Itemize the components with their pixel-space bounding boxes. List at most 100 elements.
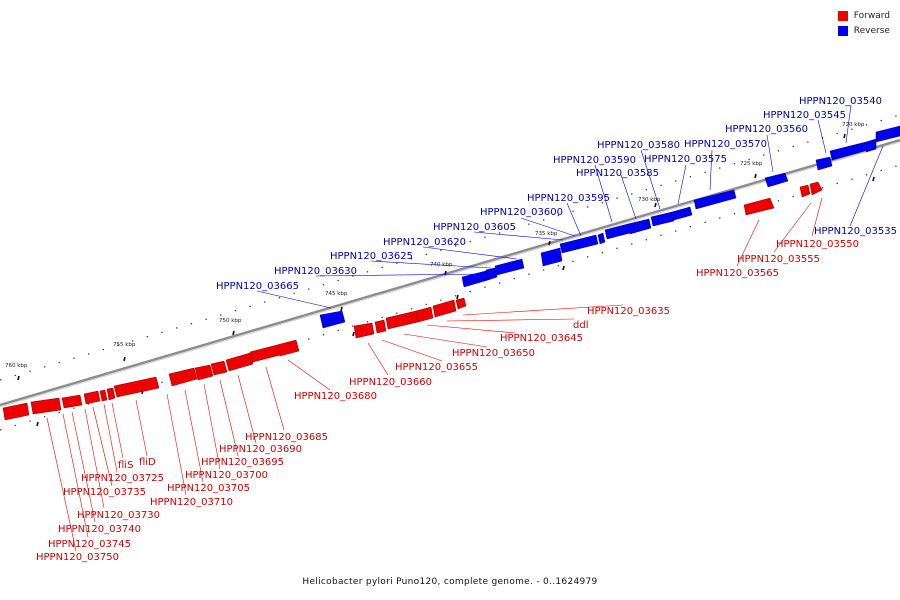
leader-line <box>287 359 331 391</box>
gene-label[interactable]: HPPN120_03605 <box>433 222 516 233</box>
gene-arrow-forward[interactable] <box>113 376 160 398</box>
leader-line <box>520 217 576 237</box>
gene-label[interactable]: HPPN120_03560 <box>725 124 808 135</box>
tick-mark <box>340 306 343 312</box>
gene-arrow-reverse[interactable] <box>559 234 599 254</box>
gene-label[interactable]: HPPN120_03600 <box>480 207 563 218</box>
gene-arrow-reverse[interactable] <box>494 258 525 276</box>
tick-mark <box>654 202 657 208</box>
gene-label[interactable]: HPPN120_03750 <box>36 552 119 563</box>
gene-arrow-reverse[interactable] <box>829 141 869 161</box>
gene-arrow-forward[interactable] <box>276 339 300 357</box>
gene-label[interactable]: HPPN120_03700 <box>185 470 268 481</box>
tick-mark <box>352 331 355 337</box>
leader-line <box>370 260 492 269</box>
gene-arrow-forward[interactable] <box>809 181 823 196</box>
gene-label[interactable]: HPPN120_03740 <box>58 524 141 535</box>
gene-arrow-forward[interactable] <box>415 306 434 323</box>
gene-label[interactable]: HPPN120_03535 <box>814 226 897 237</box>
gene-arrow-forward[interactable] <box>30 397 62 415</box>
gene-label[interactable]: HPPN120_03685 <box>245 432 328 443</box>
gene-arrow-forward[interactable] <box>2 402 30 421</box>
tick-label: 730 kbp <box>638 197 661 203</box>
leader-line <box>817 119 827 154</box>
gene-label[interactable]: HPPN120_03695 <box>201 457 284 468</box>
gene-label[interactable]: fliS <box>118 460 133 471</box>
gene-label[interactable]: HPPN120_03690 <box>219 444 302 455</box>
leader-line <box>265 366 285 431</box>
gene-label[interactable]: HPPN120_03660 <box>349 377 432 388</box>
gene-label[interactable]: HPPN120_03710 <box>150 497 233 508</box>
gene-arrow-reverse[interactable] <box>461 270 489 288</box>
gene-label[interactable]: HPPN120_03555 <box>737 254 820 265</box>
gene-label[interactable]: HPPN120_03730 <box>77 510 160 521</box>
gene-arrow-forward[interactable] <box>455 297 467 310</box>
gene-label[interactable]: HPPN120_03625 <box>330 251 413 262</box>
gene-label[interactable]: HPPN120_03705 <box>167 483 250 494</box>
gene-arrow-reverse[interactable] <box>604 223 631 240</box>
gene-label[interactable]: HPPN120_03635 <box>587 306 670 317</box>
gene-label[interactable]: HPPN120_03580 <box>597 140 680 151</box>
gene-arrow-reverse[interactable] <box>650 211 675 227</box>
gene-arrow-reverse[interactable] <box>815 156 833 171</box>
gene-arrow-forward[interactable] <box>168 367 198 387</box>
tick-mark <box>456 294 459 300</box>
gene-arrow-forward[interactable] <box>106 387 116 401</box>
gene-label[interactable]: HPPN120_03650 <box>452 348 535 359</box>
gene-label[interactable]: HPPN120_03540 <box>799 96 882 107</box>
gene-label[interactable]: HPPN120_03585 <box>576 168 659 179</box>
gene-arrow-reverse[interactable] <box>875 125 900 143</box>
gene-label[interactable]: HPPN120_03550 <box>776 239 859 250</box>
gene-arrow-reverse[interactable] <box>671 206 693 221</box>
gene-label[interactable]: HPPN120_03680 <box>294 391 377 402</box>
gene-label[interactable]: HPPN120_03655 <box>395 362 478 373</box>
gene-label[interactable]: HPPN120_03590 <box>553 155 636 166</box>
gene-label[interactable]: HPPN120_03665 <box>216 281 299 292</box>
gene-arrow-reverse[interactable] <box>597 232 606 245</box>
gene-arrow-reverse[interactable] <box>540 247 563 267</box>
gene-label[interactable]: HPPN120_03630 <box>274 266 357 277</box>
leader-line <box>620 174 637 220</box>
leader-line <box>111 402 124 459</box>
gene-arrow-forward[interactable] <box>210 360 228 376</box>
gene-arrow-forward[interactable] <box>99 389 108 402</box>
gene-arrow-reverse[interactable] <box>319 310 346 329</box>
gene-label[interactable]: HPPN120_03735 <box>63 487 146 498</box>
gene-label[interactable]: HPPN120_03575 <box>644 154 727 165</box>
gene-label[interactable]: HPPN120_03545 <box>763 110 846 121</box>
legend-item-reverse[interactable]: Reverse <box>837 23 890 38</box>
gene-arrow-forward[interactable] <box>249 344 281 363</box>
legend-item-forward[interactable]: Forward <box>837 8 890 23</box>
gene-arrow-forward[interactable] <box>61 394 83 409</box>
gene-arrow-forward[interactable] <box>225 352 254 372</box>
leader-line <box>315 273 485 277</box>
gene-label[interactable]: HPPN120_03595 <box>527 193 610 204</box>
leader-line <box>736 219 760 267</box>
gene-arrow-reverse[interactable] <box>693 189 737 210</box>
gene-label[interactable]: HPPN120_03570 <box>684 139 767 150</box>
tick-label: 760 kbp <box>5 363 28 369</box>
gene-arrow-forward[interactable] <box>83 390 101 405</box>
leader-line <box>203 383 221 470</box>
gene-arrow-forward[interactable] <box>432 299 457 318</box>
gene-label[interactable]: HPPN120_03620 <box>383 237 466 248</box>
gene-label[interactable]: ddl <box>573 320 588 331</box>
leader-line <box>773 202 812 253</box>
gene-label[interactable]: HPPN120_03565 <box>696 268 779 279</box>
gene-arrow-forward[interactable] <box>374 319 387 334</box>
gene-label[interactable]: HPPN120_03745 <box>48 539 131 550</box>
leader-line <box>219 379 239 457</box>
gene-label[interactable]: fliD <box>139 457 156 468</box>
gene-arrow-forward[interactable] <box>385 310 419 330</box>
gene-arrow-reverse[interactable] <box>764 172 789 188</box>
major-ticks <box>17 133 846 381</box>
gene-arrow-forward[interactable] <box>194 364 214 381</box>
tick-mark <box>36 421 39 427</box>
gene-arrow-forward[interactable] <box>353 322 375 339</box>
tick-label: 735 kbp <box>535 231 558 237</box>
gene-arrow-forward[interactable] <box>743 197 775 216</box>
gene-label[interactable]: HPPN120_03725 <box>81 473 164 484</box>
leader-line <box>103 403 118 473</box>
gene-label[interactable]: HPPN120_03645 <box>500 333 583 344</box>
gene-arrow-forward[interactable] <box>799 184 811 198</box>
